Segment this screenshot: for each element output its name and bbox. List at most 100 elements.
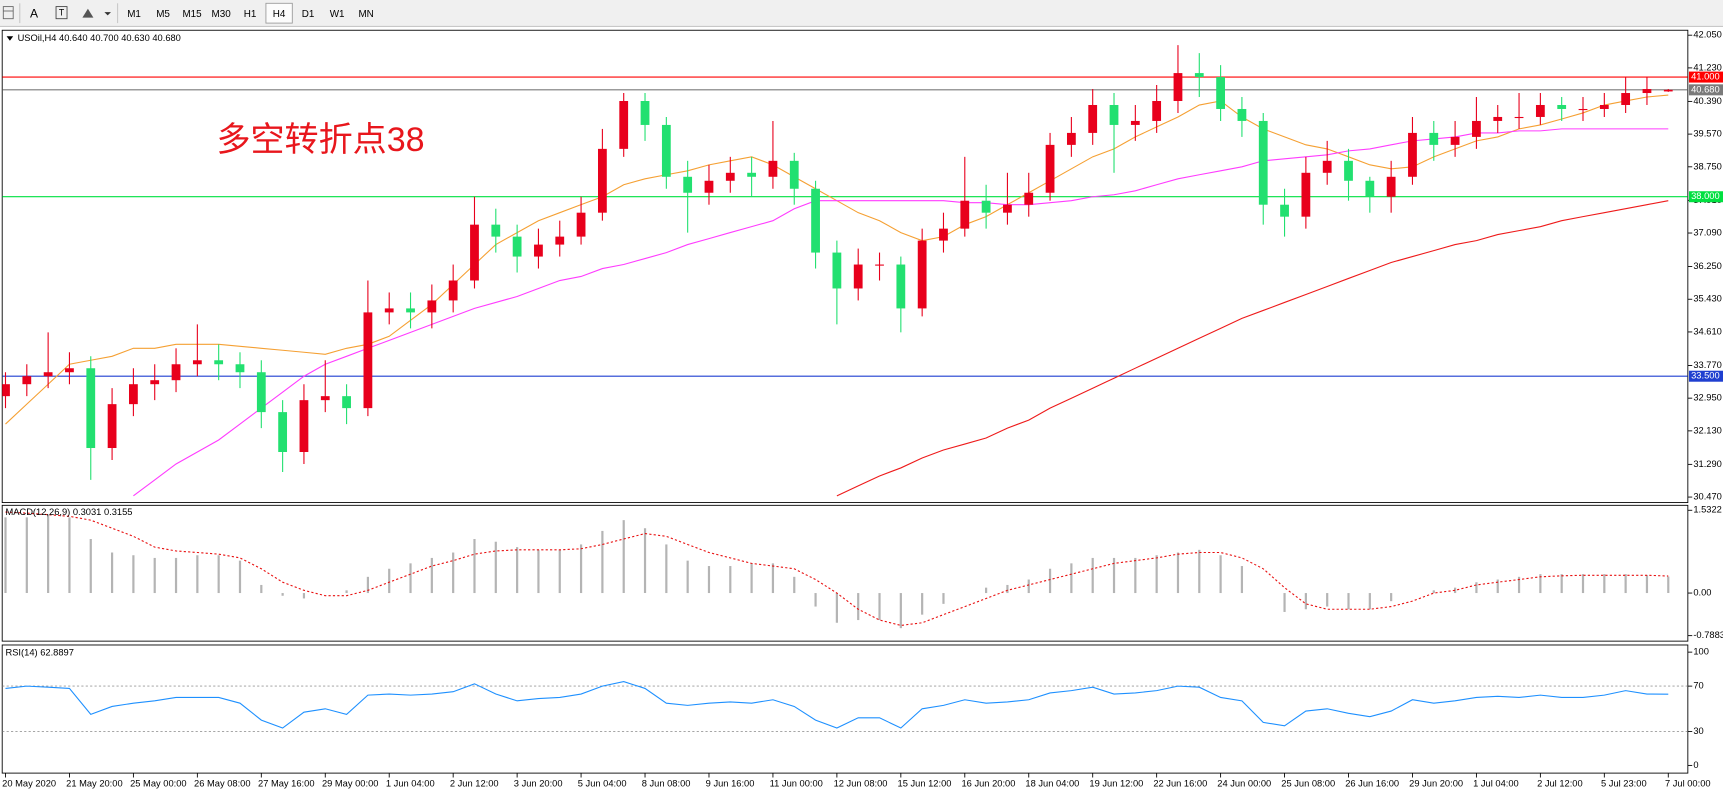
candle-body: [86, 368, 96, 449]
svg-text:T: T: [59, 8, 65, 18]
candle-body: [725, 172, 735, 181]
label-tool-icon[interactable]: T: [55, 6, 68, 20]
level-label-box: [1688, 84, 1723, 96]
candle-body: [150, 380, 160, 385]
active-button-frame: [265, 2, 293, 24]
timeframe-button[interactable]: H1: [244, 9, 257, 20]
candle-body: [917, 240, 927, 309]
plot-area: [2, 681, 1688, 732]
y-tick-label: 0.00: [1693, 588, 1711, 598]
x-tick-label: 2 Jul 12:00: [1537, 779, 1583, 789]
candle-body: [1109, 104, 1119, 125]
candle-body: [363, 312, 373, 409]
candle-body: [683, 176, 693, 193]
candle-body: [278, 412, 288, 453]
y-tick-label: 30: [1693, 726, 1703, 736]
chart-menu-arrow[interactable]: [6, 36, 14, 41]
candle-body: [1557, 104, 1567, 109]
level-label: 41.000: [1691, 72, 1720, 82]
candle-body: [512, 236, 522, 257]
x-tick-label: 25 May 00:00: [130, 779, 187, 789]
candle-body: [1322, 160, 1332, 173]
candle-body: [1088, 104, 1098, 133]
candle-body: [1024, 192, 1034, 205]
x-tick-label: 16 Jun 20:00: [961, 779, 1015, 789]
candle-body: [640, 101, 650, 125]
candle-body: [1663, 89, 1673, 92]
x-tick-label: 5 Jun 04:00: [578, 779, 627, 789]
timeframe-button[interactable]: H4: [273, 9, 286, 20]
timeframe-button[interactable]: D1: [302, 9, 315, 20]
annotation: 多空转折点38: [216, 121, 424, 159]
moving-average: [836, 200, 1669, 497]
x-tick-label: 1 Jun 04:00: [386, 779, 435, 789]
candle-body: [448, 280, 458, 301]
candle-body: [43, 372, 53, 377]
candle-body: [789, 160, 799, 189]
candle-body: [65, 368, 74, 373]
candle-body: [597, 148, 607, 213]
level-label-box: [1688, 370, 1723, 382]
y-tick-label: 70: [1693, 681, 1703, 691]
level-label-box: [1688, 71, 1723, 83]
timeframe-button[interactable]: MN: [358, 9, 373, 20]
candle-body: [256, 372, 266, 413]
x-tick-label: 9 Jun 16:00: [706, 779, 755, 789]
candle-body: [1301, 172, 1311, 217]
candle-body: [1429, 132, 1439, 145]
timeframe-button[interactable]: M15: [182, 9, 202, 20]
timeframe-button[interactable]: M1: [127, 9, 141, 20]
shapes-icon[interactable]: [82, 8, 111, 18]
candle-body: [1642, 89, 1652, 94]
x-tick-label: 2 Jun 12:00: [450, 779, 499, 789]
candle-body: [832, 252, 842, 289]
candle-body: [1493, 116, 1503, 121]
y-tick-label: 0: [1693, 760, 1698, 770]
candle-body: [1194, 73, 1204, 78]
plot-area: [4, 511, 1670, 629]
x-tick-label: 12 Jun 08:00: [834, 779, 888, 789]
timeframe-button[interactable]: M30: [211, 9, 231, 20]
x-tick-label: 22 Jun 16:00: [1153, 779, 1207, 789]
timeframe-button[interactable]: W1: [330, 9, 345, 20]
timeframe-button[interactable]: M5: [156, 9, 170, 20]
candle-body: [22, 376, 32, 385]
y-tick-label: 42.050: [1693, 30, 1722, 40]
candle-body: [811, 188, 820, 253]
candle-body: [768, 160, 778, 177]
candle-body: [576, 212, 586, 237]
toolbar-bg: [0, 0, 1723, 27]
candle-body: [896, 264, 906, 309]
x-tick-label: 21 May 20:00: [66, 779, 123, 789]
candle-body: [427, 300, 437, 313]
candle-body: [619, 101, 629, 149]
x-tick-label: 25 Jun 08:00: [1281, 779, 1335, 789]
x-tick-label: 20 May 2020: [2, 779, 56, 789]
candle-body: [1066, 132, 1076, 145]
candle-body: [320, 396, 330, 401]
candle-body: [1344, 160, 1353, 181]
candle-body: [1258, 120, 1268, 205]
candle-body: [555, 236, 565, 245]
text-tool[interactable]: A: [30, 6, 39, 20]
x-tick-label: 1 Jul 04:00: [1473, 779, 1519, 789]
candle-body: [1599, 104, 1609, 109]
x-tick-label: 3 Jun 20:00: [514, 779, 563, 789]
y-tick-label: 32.130: [1693, 425, 1722, 435]
x-tick-label: 26 May 08:00: [194, 779, 251, 789]
chart-header: USOil,H4 40.640 40.700 40.630 40.680: [18, 33, 181, 43]
candle-body: [1472, 120, 1481, 137]
y-tick-label: 37.090: [1693, 227, 1722, 237]
candle-body: [235, 364, 245, 373]
x-tick-label: 18 Jun 04:00: [1025, 779, 1079, 789]
price-pane: [1, 29, 1689, 504]
candle-body: [214, 360, 224, 365]
y-tick-label: 38.750: [1693, 161, 1722, 171]
candle-body: [939, 228, 948, 241]
rsi-line: [5, 681, 1669, 729]
y-tick-label: 35.430: [1693, 294, 1722, 304]
candle-body: [1408, 132, 1417, 177]
crosshair-icon[interactable]: [2, 6, 14, 20]
candle-body: [1152, 101, 1162, 121]
